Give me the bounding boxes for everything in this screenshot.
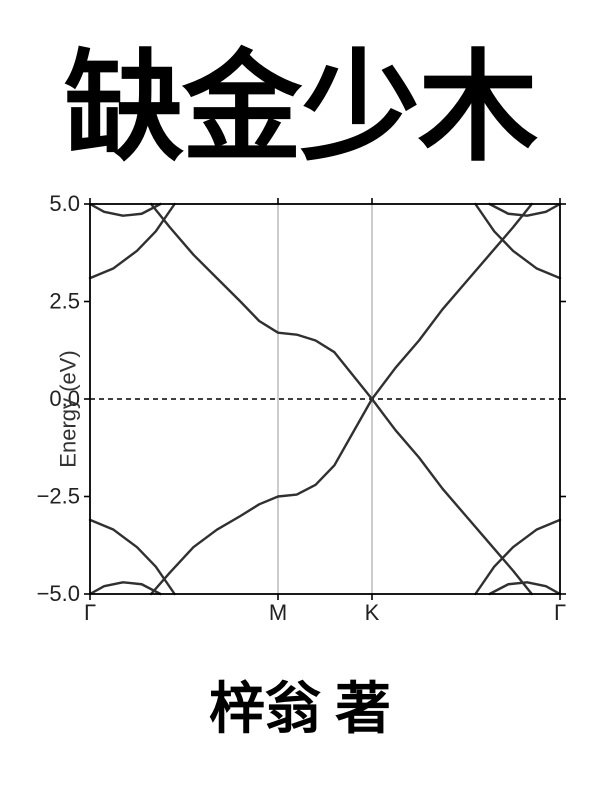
- svg-text:Γ: Γ: [84, 600, 96, 624]
- y-axis-label: Energy (eV): [56, 350, 82, 467]
- svg-text:5.0: 5.0: [49, 194, 80, 216]
- page-title: 缺金少木: [64, 10, 536, 184]
- svg-text:Γ: Γ: [554, 600, 566, 624]
- svg-text:2.5: 2.5: [49, 289, 80, 314]
- band-structure-chart: Energy (eV) −5.0−2.50.02.55.0ΓMKΓ: [20, 194, 580, 624]
- svg-text:M: M: [269, 600, 287, 624]
- chart-svg: −5.0−2.50.02.55.0ΓMKΓ: [20, 194, 580, 624]
- svg-text:−5.0: −5.0: [37, 581, 80, 606]
- author-line: 梓翁 著: [209, 664, 391, 745]
- svg-text:−2.5: −2.5: [37, 484, 80, 509]
- svg-text:K: K: [365, 600, 380, 624]
